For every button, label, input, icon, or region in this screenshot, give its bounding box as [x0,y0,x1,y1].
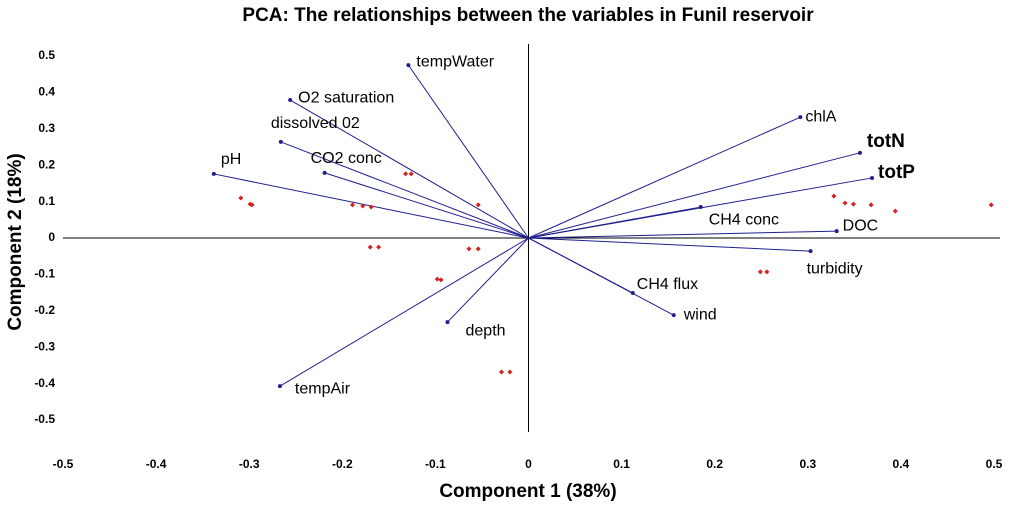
score-point [868,202,874,208]
loading-vector [528,206,701,239]
score-point [434,276,440,282]
x-tick-label: 0.2 [706,457,723,471]
loading-label: DOC [843,217,879,234]
y-tick-label: 0 [48,230,55,244]
y-axis-label: Component 2 (18%) [5,153,26,330]
chart-title: PCA: The relationships between the varia… [242,5,814,26]
x-tick-label: 0.1 [613,457,630,471]
y-tick-label: -0.2 [34,303,55,317]
loading-point [870,175,875,180]
loading-point [322,170,327,175]
loading-vector [528,237,674,316]
y-tick-label: 0.3 [38,121,55,135]
loading-vector [528,230,837,239]
loading-point [808,249,813,254]
y-tick-label: 0.2 [38,157,55,171]
loading-label: tempAir [295,380,351,397]
loading-point [698,205,703,210]
y-tick-label: 0.5 [38,48,55,62]
loading-point [834,229,839,234]
score-point [350,202,356,208]
loading-vector [447,237,529,323]
loading-point [278,139,283,144]
y-tick-label: -0.4 [34,376,55,390]
y-tick-label: -0.1 [34,267,55,281]
score-point [764,269,770,275]
loading-label: turbidity [807,260,863,277]
loading-label: O2 saturation [298,89,394,106]
loading-vector [528,237,811,252]
loading-point [671,313,676,318]
loading-vector [407,64,529,239]
score-point [988,202,994,208]
x-tick-label: 0.3 [799,457,816,471]
score-point [757,269,763,275]
loading-point [798,115,803,120]
score-point [367,244,373,250]
loading-label: CH4 flux [637,276,698,293]
loading-label: CH4 conc [709,211,779,228]
loading-label: depth [466,322,506,339]
loading-point [288,98,293,103]
score-point [403,171,409,177]
x-tick-label: 0.4 [893,457,910,471]
x-tick-label: -0.1 [425,457,446,471]
x-tick-label: 0 [525,457,532,471]
loading-label: pH [221,151,241,168]
loading-label: CO2 conc [311,150,382,167]
loading-vector [528,116,801,239]
loading-point [445,320,450,325]
score-point [475,202,481,208]
loading-label: chlA [805,108,836,125]
y-tick-label: 0.1 [38,194,55,208]
score-point [376,244,382,250]
x-tick-label: -0.4 [146,457,167,471]
loading-point [277,384,282,389]
loading-point [406,63,411,68]
score-point [408,171,414,177]
loading-vector [280,141,529,239]
x-tick-label: -0.2 [332,457,353,471]
score-point [360,203,366,209]
loading-vector [289,99,529,239]
x-axis-label: Component 1 (38%) [439,481,616,502]
loading-label: totP [878,162,915,183]
y-tick-label: -0.5 [34,412,55,426]
score-point [842,200,848,206]
score-point [238,195,244,201]
score-point [475,246,481,252]
score-point [438,277,444,283]
y-tick-label: 0.4 [38,85,55,99]
x-tick-label: -0.5 [53,457,74,471]
score-point [249,202,255,208]
loading-label: tempWater [416,53,494,70]
score-point [368,204,374,210]
loading-vector [279,237,529,387]
loading-point [857,150,862,155]
y-tick-label: -0.3 [34,339,55,353]
score-point [499,369,505,375]
loading-label: dissolved 02 [271,115,360,132]
loading-vector [324,172,529,239]
score-point [850,201,856,207]
score-point [507,369,513,375]
score-point [466,246,472,252]
x-tick-label: 0.5 [986,457,1003,471]
score-point [831,193,837,199]
score-point [892,208,898,214]
x-tick-label: -0.3 [239,457,260,471]
loading-label: wind [683,306,717,323]
loading-vector [528,152,861,239]
loading-point [211,171,216,176]
loading-label: totN [867,131,905,152]
